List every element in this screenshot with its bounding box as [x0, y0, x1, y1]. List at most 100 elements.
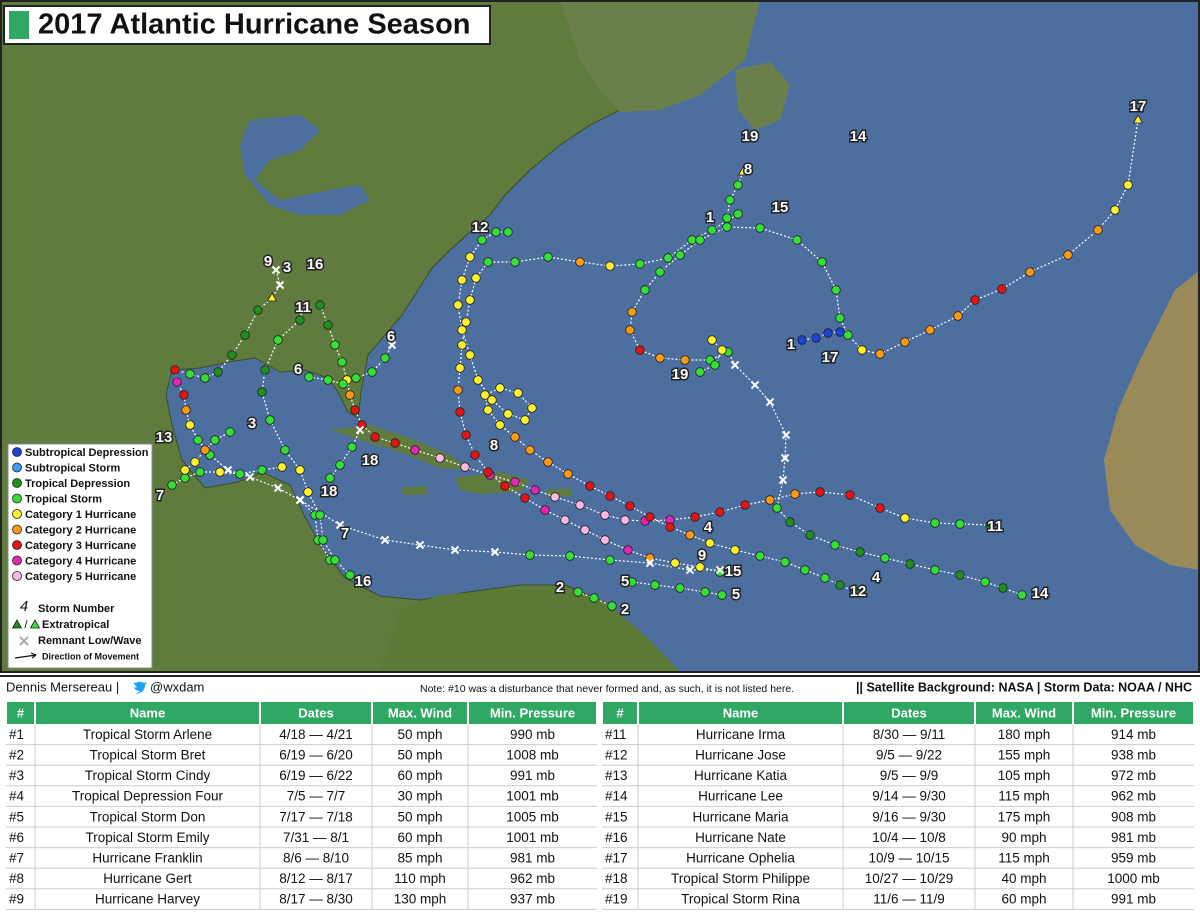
table-cell: #4: [9, 789, 25, 804]
track-point: [627, 307, 637, 317]
track-point: [1110, 205, 1120, 215]
track-point: [605, 491, 615, 501]
track-point: [997, 284, 1007, 294]
storm-number: 11: [987, 518, 1003, 535]
track-point: [998, 583, 1008, 593]
track-point: [181, 405, 191, 415]
table-cell: #1: [9, 727, 24, 742]
track-point: [680, 355, 690, 365]
table-cell: 8/30 — 9/11: [873, 727, 946, 742]
track-point: [483, 257, 493, 267]
storm-number: 8: [744, 161, 752, 178]
track-point: [797, 335, 807, 345]
track-point: [273, 335, 283, 345]
remnant-marker: [380, 535, 390, 545]
track-point: [465, 350, 475, 360]
remnant-marker: [415, 540, 425, 550]
track-point: [500, 481, 510, 491]
track-point: [503, 227, 513, 237]
track-point: [900, 337, 910, 347]
storm-number: 3: [283, 259, 291, 276]
track-point: [1025, 267, 1035, 277]
storm-number: 14: [1032, 585, 1049, 602]
table-cell: Hurricane Irma: [696, 727, 786, 742]
track-point: [811, 333, 821, 343]
storm-number: 19: [672, 366, 689, 383]
track-point: [453, 300, 463, 310]
track-point: [345, 390, 355, 400]
track-point: [1063, 250, 1073, 260]
remnant-marker: [685, 565, 695, 575]
legend-swatch: [12, 478, 22, 488]
track-point: [170, 365, 180, 375]
track-point: [685, 530, 695, 540]
track-point: [513, 388, 523, 398]
remnant-marker: [387, 340, 397, 350]
track-point: [722, 213, 732, 223]
table-cell: Tropical Storm Rina: [681, 892, 800, 907]
legend-icon: 4: [20, 598, 28, 615]
table-cell: 4/18 — 4/21: [279, 727, 353, 742]
legend-label: Remnant Low/Wave: [38, 635, 142, 647]
legend-label: Category 4 Hurricane: [25, 555, 136, 567]
track-point: [970, 295, 980, 305]
remnant-marker: [335, 520, 345, 530]
track-point: [367, 367, 377, 377]
track-point: [815, 487, 825, 497]
track-point: [985, 520, 995, 530]
track-point: [605, 261, 615, 271]
footer: Dennis Mersereau | @wxdam Note: #10 was …: [0, 675, 1200, 695]
track-point: [715, 507, 725, 517]
handle[interactable]: @wxdam: [150, 679, 204, 694]
track-point: [707, 225, 717, 235]
table-cell: #14: [605, 789, 628, 804]
storm-number: 7: [156, 487, 164, 504]
table-cell: Tropical Storm Emily: [85, 830, 209, 845]
table-cell: 937 mb: [510, 892, 555, 907]
table-cell: Tropical Storm Cindy: [85, 768, 211, 783]
table-cell: 50 mph: [397, 727, 442, 742]
table-cell: 175 mph: [998, 809, 1051, 824]
track-point: [461, 317, 471, 327]
table-cell: Tropical Storm Don: [90, 809, 206, 824]
track-line: [726, 171, 744, 219]
track-line: [329, 429, 361, 479]
storm-number: 4: [872, 569, 881, 586]
track-point: [792, 235, 802, 245]
remnant-marker: [295, 495, 305, 505]
legend-swatch: [12, 571, 22, 581]
remnant-marker: [271, 265, 281, 275]
track-point: [635, 345, 645, 355]
track-point: [465, 295, 475, 305]
track-point: [635, 259, 645, 269]
track-point: [880, 553, 890, 563]
legend-label: Category 2 Hurricane: [25, 524, 136, 536]
track-point: [700, 587, 710, 597]
storm-number: 5: [621, 573, 629, 590]
table-cell: 981 mb: [1111, 830, 1156, 845]
track-point: [655, 267, 665, 277]
track-point: [503, 409, 513, 419]
storm-tracks: [167, 114, 1144, 611]
storm-number: 7: [341, 525, 349, 542]
track-point: [473, 375, 483, 385]
track-point: [780, 557, 790, 567]
extratropical-marker: [266, 292, 278, 302]
track-point: [491, 227, 501, 237]
sources: || Satellite Background: NASA | Storm Da…: [856, 680, 1192, 694]
table-cell: #8: [9, 871, 24, 886]
jamaica: [400, 486, 428, 495]
table-cell: 105 mph: [998, 768, 1051, 783]
table-header: Max. Wind: [388, 705, 452, 720]
remnant-marker: [780, 453, 790, 463]
table-header-cell: [469, 702, 596, 724]
table-cell: Tropical Depression Four: [72, 789, 224, 804]
track-point: [835, 327, 845, 337]
legend-swatch: [12, 555, 22, 566]
storm-number: 19: [742, 128, 759, 145]
table-cell: 962 mb: [1111, 789, 1156, 804]
storm-number: 4: [704, 519, 713, 536]
